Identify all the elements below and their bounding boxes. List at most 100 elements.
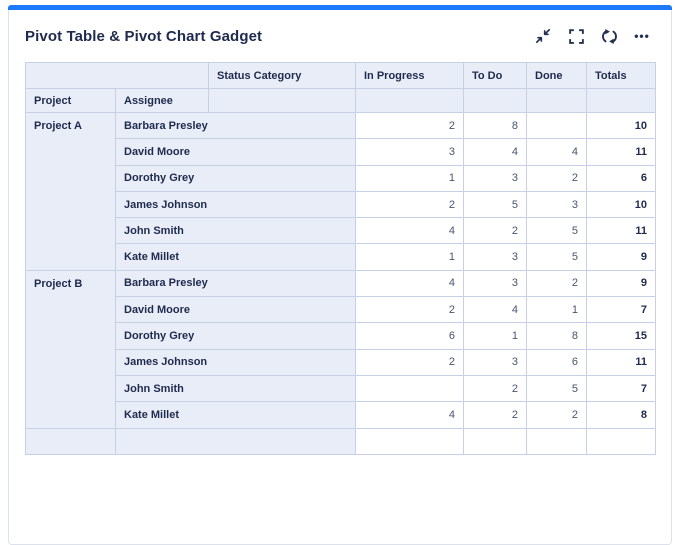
value-cell: 2 — [526, 401, 587, 429]
assignee-cell: Dorothy Grey — [115, 164, 356, 192]
pivot-table-body: Project A Barbara Presley 2 8 10 David Moore 3… — [25, 111, 656, 455]
value-cell: 2 — [355, 111, 464, 140]
pivot-gadget-card: Pivot Table & Pivot Chart Gadget — [8, 5, 672, 545]
header-row-dimensions: Project Assignee — [25, 88, 656, 113]
table-row: Dorothy Grey 6 1 8 15 — [26, 322, 656, 350]
value-cell — [463, 427, 527, 455]
value-cell — [526, 111, 587, 140]
value-cell: 1 — [355, 243, 464, 271]
assignee-cell: James Johnson — [115, 348, 356, 376]
value-cell: 2 — [463, 374, 527, 403]
total-cell: 15 — [586, 322, 656, 350]
total-cell: 7 — [586, 296, 656, 324]
fullscreen-icon — [568, 28, 584, 44]
gadget-header: Pivot Table & Pivot Chart Gadget — [9, 10, 671, 62]
table-row: James Johnson 2 5 3 10 — [26, 190, 656, 219]
fullscreen-button[interactable] — [567, 27, 585, 45]
value-cell: 8 — [463, 111, 527, 140]
assignee-cell: John Smith — [115, 217, 356, 245]
value-cell: 5 — [463, 190, 527, 219]
value-cell: 2 — [355, 190, 464, 219]
assignee-cell: Dorothy Grey — [115, 322, 356, 350]
value-cell: 3 — [463, 243, 527, 271]
header-empty-cell — [208, 88, 356, 113]
refresh-button[interactable] — [600, 27, 618, 45]
value-cell: 3 — [463, 348, 527, 376]
total-cell: 9 — [586, 269, 656, 298]
total-cell: 6 — [586, 164, 656, 192]
assignee-cell: John Smith — [115, 374, 356, 403]
header-spacer-cell — [25, 62, 209, 89]
table-row: David Moore 2 4 1 7 — [26, 296, 656, 324]
value-cell: 4 — [463, 138, 527, 166]
gadget-accent-bar — [8, 5, 672, 10]
value-cell: 5 — [526, 374, 587, 403]
assignee-cell: Barbara Presley — [115, 269, 356, 298]
table-row-partial — [25, 427, 656, 455]
total-cell: 9 — [586, 243, 656, 271]
header-status-category: Status Category — [208, 62, 356, 89]
header-empty-cell — [355, 88, 464, 113]
header-project: Project — [25, 88, 116, 113]
refresh-icon — [601, 28, 618, 45]
value-cell: 2 — [463, 217, 527, 245]
total-cell: 10 — [586, 111, 656, 140]
assignee-cell — [115, 427, 356, 455]
more-options-button[interactable]: ••• — [633, 27, 651, 45]
value-cell: 6 — [355, 322, 464, 350]
assignee-cell: Kate Millet — [115, 243, 356, 271]
total-cell: 10 — [586, 190, 656, 219]
table-row: David Moore 3 4 4 11 — [26, 138, 656, 166]
table-row: Project B Barbara Presley 4 3 2 9 — [25, 269, 656, 429]
header-empty-cell — [586, 88, 656, 113]
header-empty-cell — [463, 88, 527, 113]
assignee-cell: Barbara Presley — [115, 111, 356, 140]
value-cell: 3 — [463, 269, 527, 298]
table-row: John Smith 2 5 7 — [26, 374, 656, 403]
gadget-title: Pivot Table & Pivot Chart Gadget — [25, 27, 263, 45]
table-row: Kate Millet 4 2 2 8 — [26, 401, 656, 429]
value-cell: 3 — [526, 190, 587, 219]
value-cell: 1 — [463, 322, 527, 350]
total-cell: 7 — [586, 374, 656, 403]
collapse-icon — [535, 28, 551, 44]
value-cell: 1 — [526, 296, 587, 324]
project-cell — [25, 427, 116, 455]
value-cell: 2 — [526, 164, 587, 192]
assignee-cell: David Moore — [115, 296, 356, 324]
ellipsis-icon: ••• — [634, 29, 650, 43]
value-cell — [355, 374, 464, 403]
value-cell: 4 — [526, 138, 587, 166]
header-to-do: To Do — [463, 62, 527, 89]
assignee-cell: David Moore — [115, 138, 356, 166]
value-cell: 4 — [355, 269, 464, 298]
total-cell — [586, 427, 656, 455]
value-cell: 4 — [355, 217, 464, 245]
value-cell: 6 — [526, 348, 587, 376]
header-assignee: Assignee — [115, 88, 209, 113]
value-cell: 5 — [526, 217, 587, 245]
project-cell: Project B — [25, 269, 116, 429]
total-cell: 11 — [586, 217, 656, 245]
total-cell: 11 — [586, 348, 656, 376]
value-cell — [526, 427, 587, 455]
value-cell: 3 — [355, 138, 464, 166]
header-in-progress: In Progress — [355, 62, 464, 89]
value-cell: 2 — [526, 269, 587, 298]
value-cell: 5 — [526, 243, 587, 271]
value-cell: 4 — [463, 296, 527, 324]
total-cell: 11 — [586, 138, 656, 166]
table-row: James Johnson 2 3 6 11 — [26, 348, 656, 376]
table-row: Project A Barbara Presley 2 8 10 — [25, 111, 656, 271]
project-cell: Project A — [25, 112, 116, 271]
minimize-button[interactable] — [534, 27, 552, 45]
value-cell: 2 — [463, 401, 527, 429]
assignee-cell: James Johnson — [115, 190, 356, 219]
value-cell: 2 — [355, 348, 464, 376]
table-row: Dorothy Grey 1 3 2 6 — [26, 164, 656, 192]
header-done: Done — [526, 62, 587, 89]
gadget-toolbar: ••• — [534, 27, 651, 45]
value-cell: 4 — [355, 401, 464, 429]
header-totals: Totals — [586, 62, 656, 89]
table-row: John Smith 4 2 5 11 — [26, 217, 656, 245]
